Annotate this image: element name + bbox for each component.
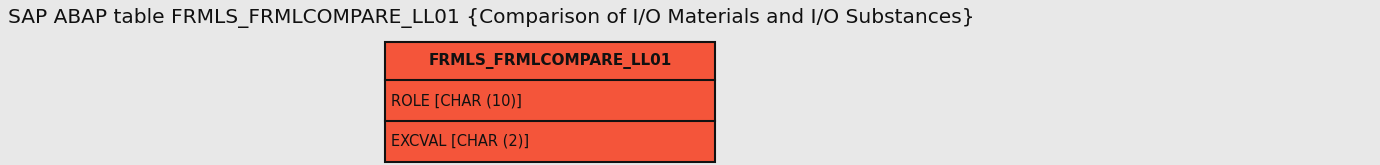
Text: SAP ABAP table FRMLS_FRMLCOMPARE_LL01 {Comparison of I/O Materials and I/O Subst: SAP ABAP table FRMLS_FRMLCOMPARE_LL01 {C…: [8, 8, 974, 28]
Text: EXCVAL [CHAR (2)]: EXCVAL [CHAR (2)]: [391, 134, 529, 149]
Text: FRMLS_FRMLCOMPARE_LL01: FRMLS_FRMLCOMPARE_LL01: [428, 53, 672, 69]
Bar: [385, 42, 715, 162]
Text: ROLE [CHAR (10)]: ROLE [CHAR (10)]: [391, 93, 522, 108]
